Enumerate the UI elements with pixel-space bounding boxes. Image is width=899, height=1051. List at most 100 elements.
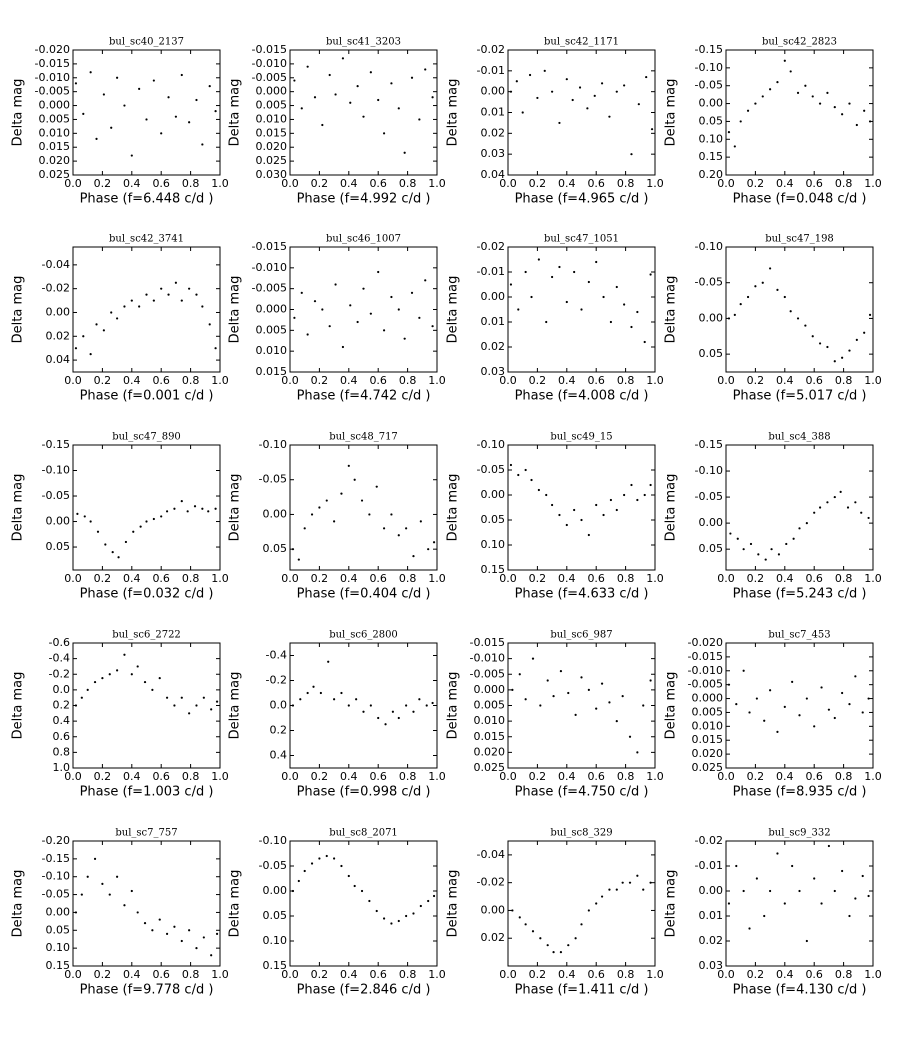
data-point [110, 126, 113, 129]
data-point [173, 507, 176, 510]
y-tick-label: 0.025 [256, 154, 288, 167]
x-tick-label: 0.6 [152, 572, 170, 585]
x-tick-label: 0.2 [747, 177, 765, 190]
data-point [820, 902, 823, 905]
data-point [86, 688, 89, 691]
data-point [201, 507, 204, 510]
x-tick-label: 0.2 [94, 177, 112, 190]
plot-frame [289, 246, 438, 373]
y-tick-label: 0.020 [39, 154, 71, 167]
data-point [783, 59, 786, 62]
data-point [152, 79, 155, 82]
data-point [783, 705, 786, 708]
data-point [511, 909, 514, 912]
x-tick-label: 0.2 [311, 374, 329, 387]
data-point [539, 704, 542, 707]
data-point [93, 857, 97, 860]
data-point [839, 490, 842, 493]
data-point [353, 478, 356, 481]
data-point [558, 513, 561, 517]
data-point [405, 914, 408, 918]
data-point [567, 691, 570, 695]
data-point [425, 704, 428, 707]
data-point [347, 704, 350, 707]
y-axis-label: Delta mag [228, 276, 243, 344]
data-point [643, 493, 646, 497]
data-point [349, 304, 352, 307]
y-tick-label: -0.02 [695, 834, 723, 847]
y-tick-label: -0.10 [477, 438, 505, 451]
data-point [539, 937, 542, 940]
x-tick-label: 0.2 [94, 770, 112, 783]
data-point [818, 102, 822, 105]
x-tick-label: 1.0 [211, 572, 229, 585]
data-point [565, 300, 568, 304]
x-tick-label: 0.4 [123, 968, 141, 981]
x-tick-label: 0.6 [805, 572, 823, 585]
data-point [841, 691, 844, 695]
data-point [136, 911, 139, 914]
y-tick-label: 0.015 [474, 730, 506, 743]
data-point [188, 929, 191, 932]
y-axis-label: Delta mag [446, 276, 461, 344]
data-point [340, 492, 343, 495]
data-point [642, 704, 645, 707]
data-point [860, 511, 863, 514]
y-tick-label: 0.015 [692, 733, 724, 746]
data-point [804, 324, 807, 327]
y-tick-label: -0.005 [252, 71, 287, 84]
y-tick-label: -0.05 [695, 79, 723, 92]
y-tick-label: -0.010 [252, 261, 287, 274]
x-axis-label: Phase (f=4.965 c/d ) [515, 192, 649, 207]
panel: 0.0 0.2 0.4 0.6 0.8 1.0 -0.10 -0.05 0.00 0.05 bul_… [228, 432, 446, 602]
y-tick-label: -0.015 [252, 43, 287, 56]
x-axis-label: Phase (f=4.742 c/d ) [297, 389, 431, 404]
y-axis-label: Delta mag [11, 474, 26, 542]
data-point [854, 897, 857, 900]
data-point [377, 98, 380, 102]
data-point [347, 464, 350, 467]
y-tick-label: 0.025 [39, 168, 71, 181]
panel-title: bul_sc47_1051 [544, 234, 619, 245]
x-axis-label: Phase (f=0.998 c/d ) [297, 785, 431, 800]
data-point [818, 342, 822, 345]
y-tick-label: -0.05 [259, 473, 287, 486]
x-tick-label: 0.6 [805, 374, 823, 387]
x-tick-label: 0.6 [805, 177, 823, 190]
y-tick-label: 0.00 [699, 311, 724, 324]
data-point [405, 527, 408, 530]
panel: 0.0 0.2 0.4 0.6 0.8 1.0-0.015-0.010-0.0050.00… [228, 37, 446, 207]
y-tick-label: -0.010 [470, 652, 505, 665]
data-point [551, 275, 554, 279]
data-point [104, 543, 107, 546]
x-tick-label: 0.0 [499, 770, 517, 783]
x-tick-label: 0.8 [399, 770, 417, 783]
x-tick-label: 0.8 [182, 770, 200, 783]
y-tick-label: 0.00 [481, 903, 506, 916]
data-point [854, 675, 857, 678]
x-axis-label: Phase (f=4.008 c/d ) [515, 389, 649, 404]
data-point [628, 735, 632, 738]
data-point [615, 720, 618, 723]
y-tick-label: -0.20 [42, 834, 70, 847]
y-tick-label: -0.010 [35, 71, 70, 84]
data-point [764, 558, 767, 561]
x-tick-label: 0.2 [529, 770, 547, 783]
data-point [558, 265, 561, 269]
data-point [571, 98, 574, 102]
data-point [333, 698, 336, 701]
x-tick-label: 0.4 [558, 770, 576, 783]
y-tick-label: -0.10 [259, 438, 287, 451]
data-point [861, 711, 864, 714]
data-point [207, 510, 210, 513]
data-point [846, 506, 850, 509]
y-tick-label: 0.005 [256, 323, 288, 336]
data-point [143, 680, 147, 684]
panel-title: bul_sc47_890 [112, 432, 181, 443]
data-point [418, 698, 421, 701]
data-point [841, 113, 844, 116]
y-tick-label: 0.00 [46, 305, 71, 318]
data-point [628, 881, 632, 884]
data-point [796, 317, 800, 320]
data-point [621, 881, 624, 884]
